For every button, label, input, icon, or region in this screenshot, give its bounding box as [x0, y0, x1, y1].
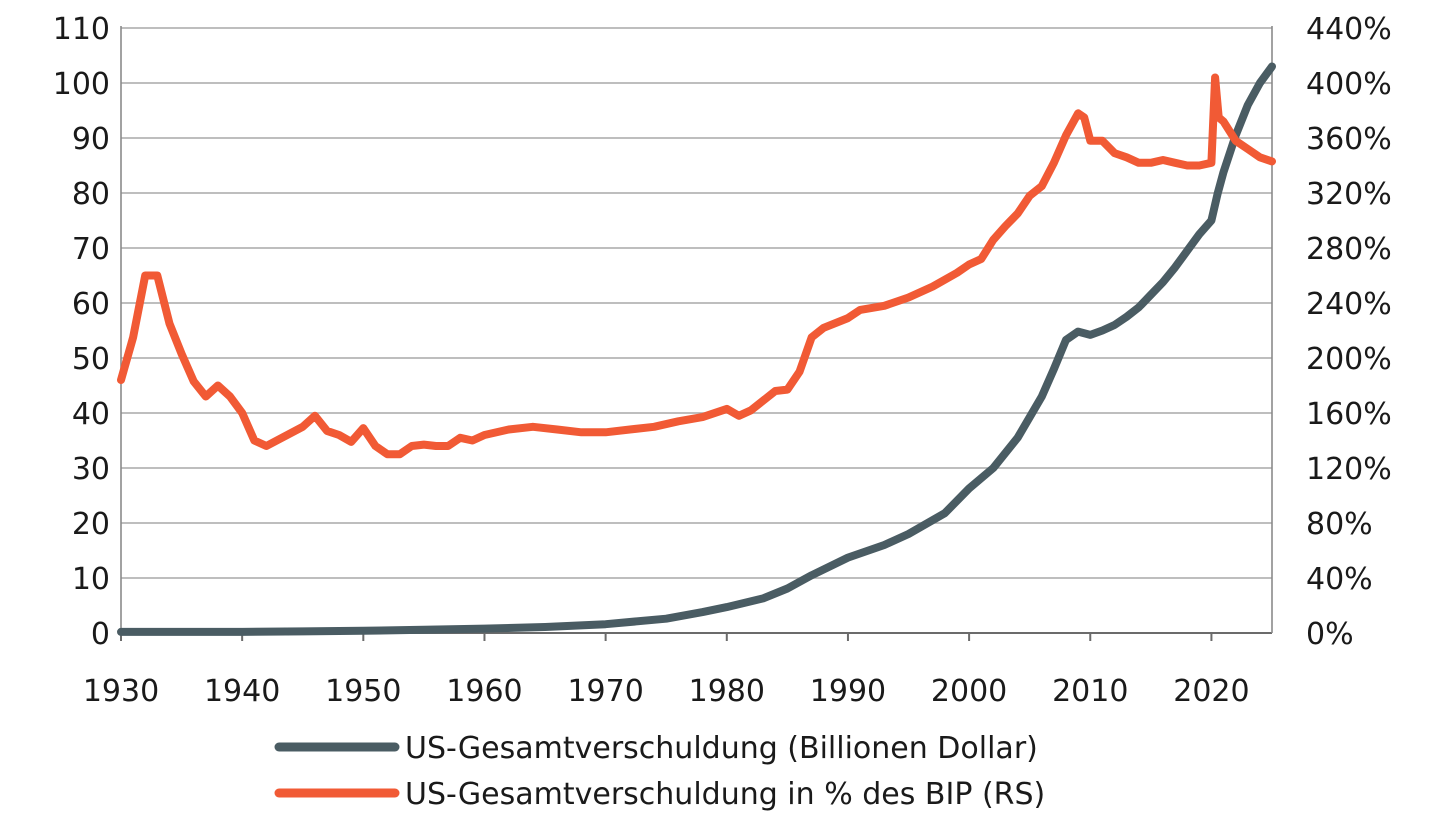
axes: 0 0% 10 40% 20 80% 30 120% 40 160% 50 200% 60 240% 70 2… — [53, 12, 1392, 709]
right-y-tick-label: 240% — [1306, 287, 1392, 322]
left-y-tick-label: 80 — [72, 177, 110, 212]
series-line-2 — [117, 73, 1276, 459]
x-tick-label: 2020 — [1173, 674, 1249, 709]
left-y-tick-label: 100 — [53, 67, 110, 102]
gridlines — [121, 27, 1272, 579]
left-y-tick-label: 70 — [72, 232, 110, 267]
series-line-1 — [117, 62, 1276, 636]
series-lines — [117, 62, 1276, 636]
right-y-tick-label: 360% — [1306, 122, 1392, 157]
left-y-tick-label: 20 — [72, 507, 110, 542]
right-y-tick-label: 80% — [1306, 507, 1373, 542]
right-y-tick-label: 400% — [1306, 67, 1392, 102]
x-tick-label: 1990 — [810, 674, 886, 709]
right-y-tick-label: 0% — [1306, 617, 1354, 652]
x-tick-label: 1980 — [689, 674, 765, 709]
x-tick-label: 1960 — [446, 674, 522, 709]
x-tick-label: 2000 — [931, 674, 1007, 709]
right-y-tick-label: 440% — [1306, 12, 1392, 47]
legend-label: US-Gesamtverschuldung (Billionen Dollar) — [405, 731, 1038, 766]
legend: US-Gesamtverschuldung (Billionen Dollar)… — [274, 731, 1045, 812]
left-y-tick-label: 50 — [72, 342, 110, 377]
right-y-tick-label: 160% — [1306, 397, 1392, 432]
right-y-tick-label: 120% — [1306, 452, 1392, 487]
left-y-tick-label: 60 — [72, 287, 110, 322]
right-y-tick-label: 40% — [1306, 562, 1373, 597]
left-y-tick-label: 10 — [72, 562, 110, 597]
right-y-tick-label: 280% — [1306, 232, 1392, 267]
x-tick-label: 1930 — [83, 674, 159, 709]
left-y-tick-label: 30 — [72, 452, 110, 487]
x-tick-label: 1940 — [204, 674, 280, 709]
x-tick-label: 1950 — [325, 674, 401, 709]
left-y-tick-label: 90 — [72, 122, 110, 157]
x-tick-label: 2010 — [1052, 674, 1128, 709]
left-y-tick-label: 110 — [53, 12, 110, 47]
right-y-tick-label: 320% — [1306, 177, 1392, 212]
x-tick-label: 1970 — [567, 674, 643, 709]
right-y-tick-label: 200% — [1306, 342, 1392, 377]
left-y-tick-label: 40 — [72, 397, 110, 432]
legend-label: US-Gesamtverschuldung in % des BIP (RS) — [405, 777, 1045, 812]
left-y-tick-label: 0 — [91, 617, 110, 652]
